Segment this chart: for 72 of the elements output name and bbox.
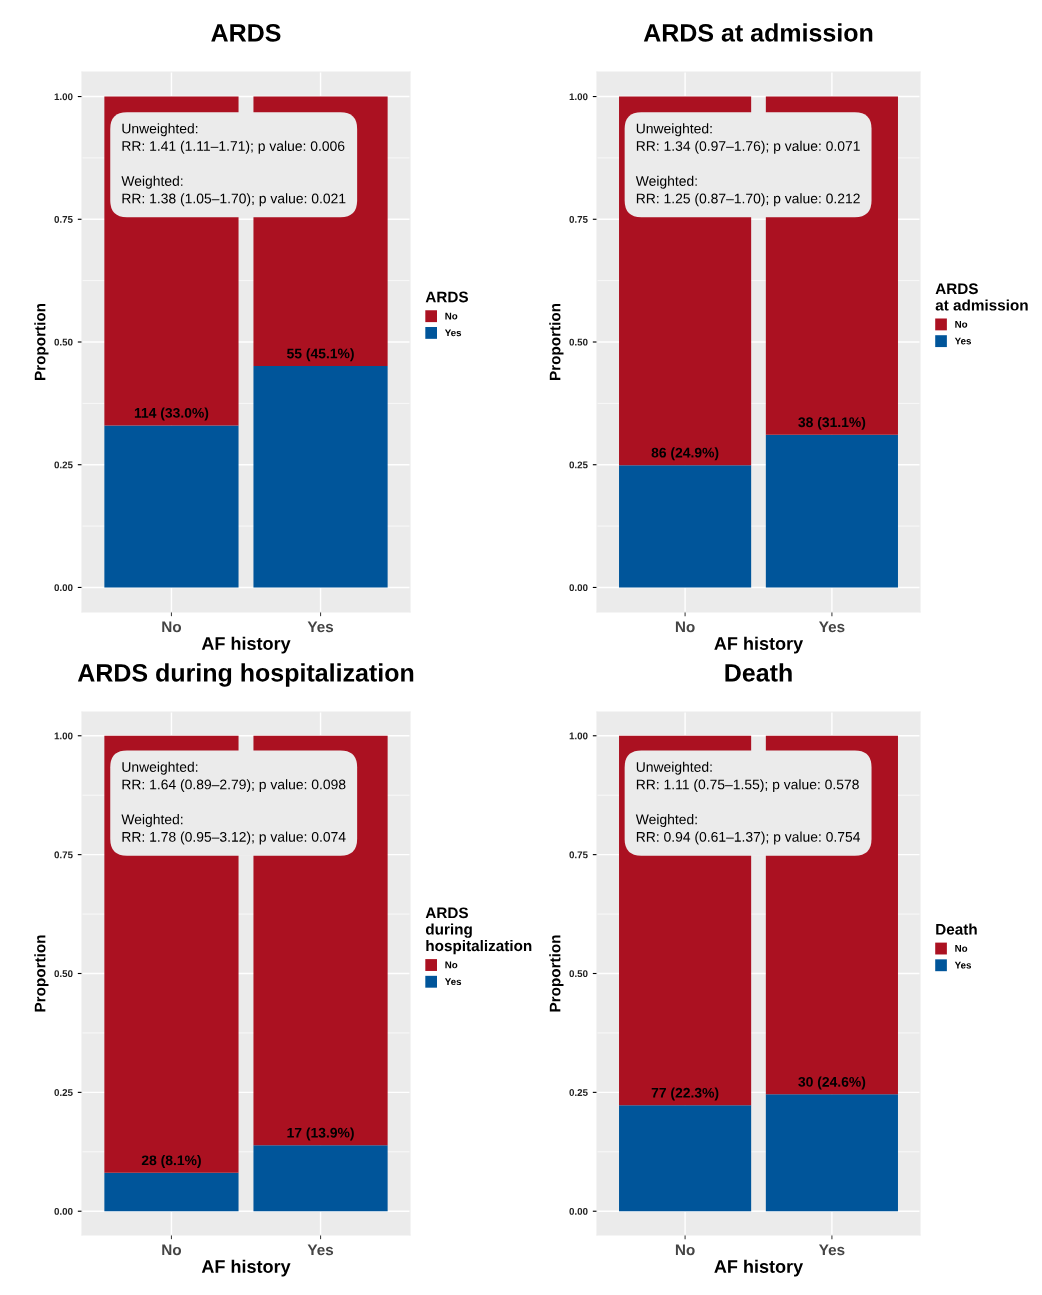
- text: Unweighted: RR: 1.34 (0.97–1.76); p value: 0.071 Weighted: RR: 1.25 (0.87–1.70); p value: 0.212: [635, 123, 860, 207]
- y-tick-label: 1.00: [54, 93, 73, 101]
- y-tick-label: 0.75: [569, 216, 588, 223]
- data-label: 38 (31.1%): [798, 416, 866, 430]
- x-tick-label: No: [162, 1244, 182, 1256]
- x-tick-label: No: [675, 1244, 695, 1256]
- legend-label: Yes: [954, 337, 972, 345]
- data-label: 17 (13.9%): [287, 1127, 354, 1141]
- x-tick-label: Yes: [307, 1244, 334, 1256]
- bar: [765, 1094, 898, 1212]
- legend-label: No: [955, 945, 968, 952]
- text: Unweighted: RR: 1.64 (0.89–2.79); p value: 0.098 Weighted: RR: 1.78 (0.95–3.12); p value: 0.074: [121, 761, 346, 845]
- chart-title: ARDS during hospitalization: [77, 663, 414, 687]
- y-tick-label: 0.50: [569, 970, 588, 978]
- data-label: 77 (22.3%): [651, 1087, 719, 1101]
- bar: [104, 1172, 239, 1212]
- legend-label: No: [955, 320, 968, 328]
- x-axis-title: AF history: [714, 1259, 804, 1277]
- y-tick-label: 0.25: [569, 461, 588, 469]
- text: Unweighted: RR: 1.11 (0.75–1.55); p value: 0.578 Weighted: RR: 0.94 (0.61–1.37); p value: 0.754: [635, 761, 861, 845]
- y-tick-label: 0.75: [569, 851, 588, 859]
- legend-title: ARDS: [425, 291, 468, 303]
- y-axis-title: Proportion: [549, 935, 564, 1012]
- x-tick-label: Yes: [819, 621, 845, 633]
- y-tick-label: 0.00: [54, 1207, 73, 1215]
- y-tick-label: 0.00: [54, 584, 73, 592]
- x-tick-label: Yes: [819, 1244, 845, 1256]
- x-axis-title: AF history: [201, 1259, 291, 1277]
- legend-label: Yes: [444, 978, 462, 986]
- y-axis-title: Proportion: [34, 935, 49, 1012]
- y-tick-label: 1.00: [569, 93, 588, 101]
- text: Unweighted: RR: 1.41 (1.11–1.71); p value: 0.006 Weighted: RR: 1.38 (1.05–1.70); p value: 0.021: [121, 123, 346, 207]
- data-label: 28 (8.1%): [141, 1155, 201, 1168]
- legend-label: No: [445, 961, 458, 969]
- bar: [619, 1105, 752, 1212]
- y-tick-label: 0.50: [54, 338, 73, 346]
- bar: [765, 434, 898, 588]
- y-tick-label: 0.00: [569, 584, 588, 592]
- bar: [253, 1145, 388, 1212]
- legend-label: No: [445, 312, 458, 320]
- y-tick-label: 0.00: [569, 1207, 588, 1215]
- legend-title: ARDS at admission: [935, 283, 1028, 311]
- y-tick-label: 0.25: [54, 461, 73, 469]
- chart-title: Death: [725, 663, 792, 682]
- y-tick-label: 1.00: [569, 732, 588, 740]
- y-tick-label: 0.25: [569, 1089, 588, 1096]
- data-label: 55 (45.1%): [287, 348, 354, 362]
- legend-label: Yes: [954, 961, 972, 969]
- y-axis-title: Proportion: [549, 303, 564, 381]
- x-tick-label: No: [162, 621, 182, 633]
- legend-title: Death: [936, 923, 977, 935]
- chart-title: ARDS at admission: [643, 23, 873, 42]
- x-tick-label: No: [675, 621, 695, 633]
- x-axis-title: AF history: [201, 636, 291, 654]
- y-tick-label: 0.25: [54, 1089, 73, 1096]
- legend-title: ARDS during hospitalization: [425, 907, 532, 955]
- bar: [104, 425, 239, 588]
- x-tick-label: Yes: [307, 621, 334, 633]
- chart-title: ARDS: [211, 23, 281, 42]
- data-label: 30 (24.6%): [798, 1076, 866, 1090]
- y-tick-label: 0.50: [54, 970, 73, 978]
- y-axis-title: Proportion: [34, 303, 49, 381]
- bar: [619, 465, 752, 588]
- data-label: 86 (24.9%): [651, 447, 719, 461]
- x-axis-title: AF history: [714, 636, 804, 654]
- y-tick-label: 0.75: [54, 216, 73, 223]
- bar: [253, 366, 388, 588]
- y-tick-label: 0.50: [569, 338, 588, 346]
- legend-label: Yes: [444, 329, 462, 337]
- y-tick-label: 1.00: [54, 732, 73, 740]
- data-label: 114 (33.0%): [134, 407, 209, 421]
- y-tick-label: 0.75: [54, 851, 73, 859]
